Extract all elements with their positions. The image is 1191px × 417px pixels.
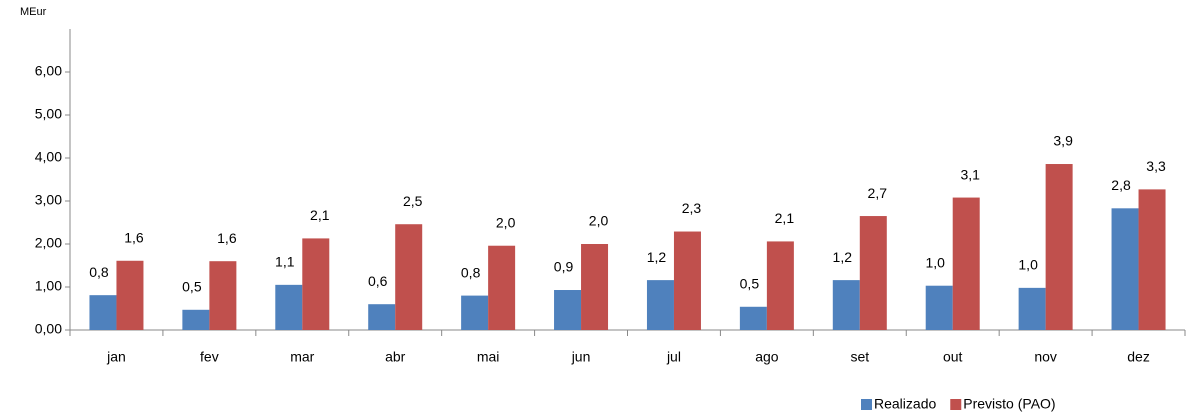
data-label: 2,0: [496, 214, 516, 230]
x-tick-label: out: [943, 349, 963, 365]
data-label: 2,5: [403, 193, 423, 209]
x-tick-label: jul: [666, 349, 681, 365]
x-tick-label: dez: [1127, 349, 1150, 365]
bar: [766, 241, 794, 330]
bar: [488, 245, 516, 330]
data-label: 0,9: [554, 259, 574, 275]
bar: [925, 285, 953, 330]
y-axis-label: MEur: [20, 6, 47, 18]
data-label: 2,1: [310, 207, 330, 223]
y-tick-label: 1,00: [35, 278, 62, 294]
bar: [368, 304, 396, 330]
bar: [209, 261, 237, 330]
bar: [89, 295, 117, 330]
bar: [116, 260, 144, 330]
legend-swatch: [950, 399, 962, 410]
bar: [395, 224, 423, 330]
data-label: 1,0: [1018, 257, 1038, 273]
data-label: 1,1: [275, 254, 295, 270]
bar: [832, 280, 860, 330]
x-tick-label: jun: [571, 349, 591, 365]
data-label: 3,1: [960, 166, 980, 182]
legend-label: Realizado: [874, 396, 936, 412]
bar: [554, 290, 582, 330]
x-tick-label: mai: [477, 349, 500, 365]
bar: [182, 309, 210, 330]
bar: [461, 295, 489, 330]
x-tick-label: jan: [106, 349, 126, 365]
y-tick-label: 3,00: [35, 192, 62, 208]
y-tick-label: 4,00: [35, 149, 62, 165]
data-label: 1,2: [833, 249, 853, 265]
bar: [1018, 287, 1046, 330]
data-label: 1,6: [124, 229, 144, 245]
bar: [1045, 164, 1073, 330]
bar: [581, 244, 609, 330]
data-label: 1,2: [647, 249, 667, 265]
data-label: 2,1: [775, 210, 795, 226]
y-tick-label: 0,00: [35, 321, 62, 337]
bar: [1111, 208, 1139, 330]
x-tick-label: nov: [1034, 349, 1057, 365]
y-tick-label: 5,00: [35, 106, 62, 122]
data-label: 2,8: [1111, 177, 1131, 193]
data-label: 1,6: [217, 230, 237, 246]
x-tick-label: ago: [755, 349, 779, 365]
x-tick-label: set: [850, 349, 869, 365]
data-label: 0,5: [740, 275, 760, 291]
data-label: 2,3: [682, 200, 702, 216]
data-label: 1,0: [925, 254, 945, 270]
bar: [275, 284, 303, 330]
x-tick-label: abr: [385, 349, 406, 365]
data-label: 0,8: [461, 264, 481, 280]
data-label: 3,9: [1053, 133, 1073, 149]
x-tick-label: mar: [290, 349, 314, 365]
y-tick-label: 6,00: [35, 63, 62, 79]
data-label: 3,3: [1146, 158, 1166, 174]
bar: [739, 306, 767, 330]
data-label: 2,0: [589, 213, 609, 229]
legend-swatch: [861, 399, 872, 410]
legend-label: Previsto (PAO): [963, 396, 1055, 412]
bar: [302, 238, 330, 330]
data-label: 0,6: [368, 273, 388, 289]
data-label: 0,8: [89, 264, 109, 280]
bar: [859, 216, 887, 330]
y-tick-label: 2,00: [35, 235, 62, 251]
bar: [952, 197, 980, 330]
x-tick-label: fev: [200, 349, 219, 365]
bar: [673, 231, 701, 330]
data-label: 0,5: [182, 278, 202, 294]
bar: [1138, 189, 1166, 330]
bar: [646, 280, 674, 330]
data-label: 2,7: [868, 185, 888, 201]
